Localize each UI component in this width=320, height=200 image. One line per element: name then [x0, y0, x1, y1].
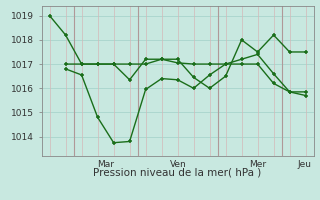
Text: Ven: Ven: [170, 160, 186, 169]
X-axis label: Pression niveau de la mer( hPa ): Pression niveau de la mer( hPa ): [93, 167, 262, 177]
Text: Jeu: Jeu: [298, 160, 312, 169]
Text: Mer: Mer: [250, 160, 267, 169]
Text: Mar: Mar: [98, 160, 115, 169]
